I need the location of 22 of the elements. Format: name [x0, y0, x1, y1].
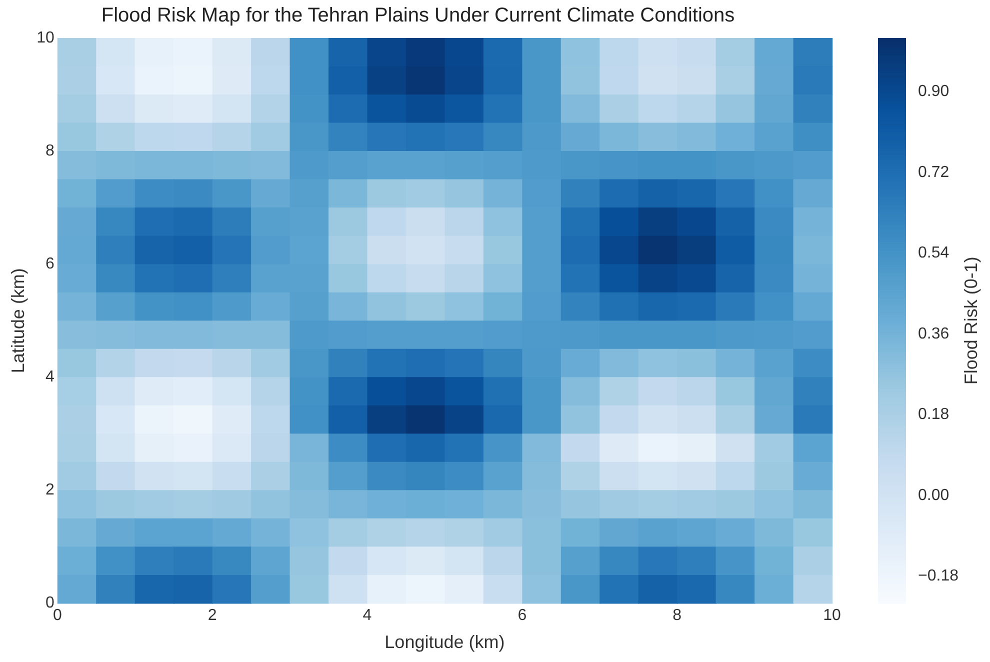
x-tick-label: 10 [823, 607, 841, 624]
x-tick-label: 4 [362, 607, 372, 624]
color-bar-label: −0.18 [918, 568, 959, 585]
x-axis-title: Longitude (km) [384, 632, 505, 652]
x-tick-label: 6 [518, 607, 527, 624]
x-tick-label: 2 [208, 607, 217, 624]
color-bar-label: 0.90 [918, 83, 950, 100]
y-tick-label: 8 [45, 142, 54, 160]
color-bar-label: 0.72 [918, 164, 950, 181]
y-tick-label: 4 [45, 368, 54, 386]
color-bar-title: Flood Risk (0-1) [960, 256, 981, 385]
color-bar-label: 0.00 [918, 486, 950, 504]
chart-title: Flood Risk Map for the Tehran Plains Under Current Climate Conditions [101, 4, 735, 27]
y-tick-label: 10 [36, 29, 54, 46]
x-tick-label: 8 [672, 607, 682, 624]
y-tick-label: 2 [45, 482, 54, 499]
y-tick-label: 0 [45, 594, 54, 612]
y-axis-title: Latitude (km) [8, 268, 28, 374]
color-bar-label: 0.54 [918, 244, 950, 262]
color-bar-label: 0.36 [918, 325, 950, 342]
y-tick-label: 6 [45, 255, 54, 272]
color-bar-label: 0.18 [918, 406, 950, 424]
